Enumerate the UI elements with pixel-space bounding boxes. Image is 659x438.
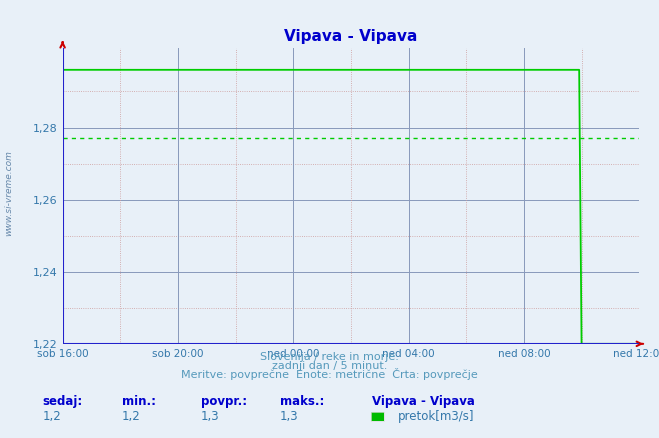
Text: Slovenija / reke in morje.: Slovenija / reke in morje. [260, 352, 399, 362]
Text: 1,2: 1,2 [122, 410, 140, 423]
Title: Vipava - Vipava: Vipava - Vipava [284, 29, 418, 44]
Text: pretok[m3/s]: pretok[m3/s] [397, 410, 474, 423]
Text: 1,3: 1,3 [280, 410, 299, 423]
Text: zadnji dan / 5 minut.: zadnji dan / 5 minut. [272, 361, 387, 371]
Text: Meritve: povprečne  Enote: metrične  Črta: povprečje: Meritve: povprečne Enote: metrične Črta:… [181, 367, 478, 380]
Text: Vipava - Vipava: Vipava - Vipava [372, 395, 475, 408]
Text: maks.:: maks.: [280, 395, 324, 408]
Text: min.:: min.: [122, 395, 156, 408]
Text: 1,3: 1,3 [201, 410, 219, 423]
Text: povpr.:: povpr.: [201, 395, 247, 408]
Text: www.si-vreme.com: www.si-vreme.com [4, 150, 13, 236]
Text: 1,2: 1,2 [43, 410, 61, 423]
Text: sedaj:: sedaj: [43, 395, 83, 408]
